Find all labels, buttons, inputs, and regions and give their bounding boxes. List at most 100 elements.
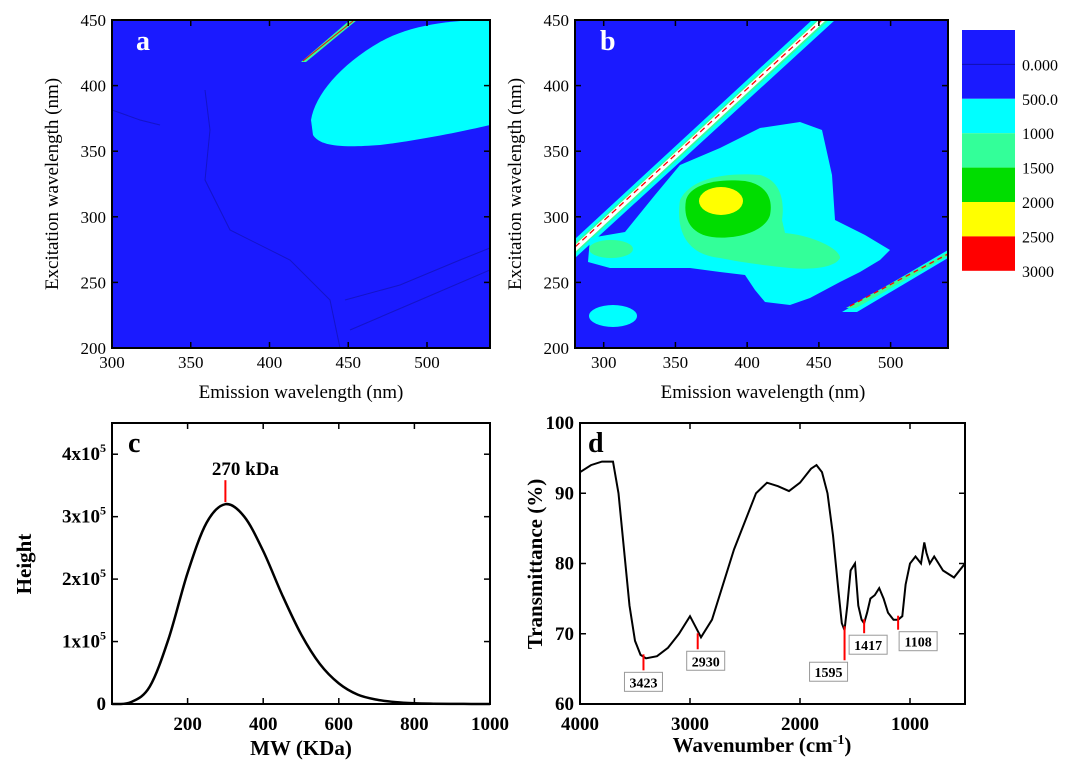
panel-c-mw-curve (111, 502, 491, 706)
y-tick-label: 250 (81, 273, 107, 292)
y-tick-label: 200 (81, 339, 107, 358)
panel-b-lightgreen-small-region (589, 240, 633, 258)
y-tick-exp: 5 (100, 566, 106, 580)
panel-a-xlabel: Emission wavelength (nm) (199, 382, 404, 403)
y-tick-label: 70 (555, 624, 574, 645)
panel-b-label: b (600, 26, 616, 57)
y-tick-exp: 5 (100, 441, 106, 455)
legend-label: 0.000 (1022, 57, 1058, 74)
y-tick-label: 250 (544, 273, 570, 292)
legend-swatch (962, 167, 1015, 202)
y-tick-base: 3x10 (62, 507, 100, 528)
x-tick-label: 350 (663, 353, 689, 372)
y-tick-exp: 5 (100, 504, 106, 518)
panel-b-frame (574, 19, 949, 349)
y-tick-label: 0 (97, 694, 107, 715)
panel-a-frame (111, 19, 491, 349)
y-tick-label: 450 (81, 11, 107, 30)
panel-b-scatter-band-white (575, 20, 826, 252)
peak-label: 1417 (854, 639, 882, 654)
panel-c: c 200 400 600 800 100001x1052x1053x1054x105 … (12, 422, 509, 760)
panel-d-xlabel-end: ) (844, 733, 851, 757)
x-tick-label: 450 (336, 353, 362, 372)
peak-label-box (898, 631, 938, 652)
panel-d-xlabel-sup: -1 (833, 733, 845, 748)
legend-label: 2000 (1022, 195, 1054, 212)
y-tick-label: 90 (555, 483, 574, 504)
x-tick-label: 300 (591, 353, 617, 372)
x-tick-label: 1000 (891, 714, 929, 735)
panel-b-ylabel: Excitation wavelength (nm) (505, 78, 526, 290)
legend-swatch (962, 202, 1015, 237)
peak-label-box (686, 650, 726, 671)
peak-label-box (809, 661, 849, 682)
panel-b-yellow-peak (699, 187, 743, 215)
legend-swatch (962, 98, 1015, 134)
panel-d-axes: 4000 3000 2000 1000 60 70 80 90 100 (546, 413, 965, 735)
panel-d-xlabel: Wavenumber (cm-1) (673, 733, 852, 757)
panel-d: d 4000 3000 2000 1000 60 70 80 90 100 3423 2930 15… (523, 413, 966, 757)
legend-label: 500.0 (1022, 92, 1058, 109)
panel-a-ylabel: Excitation wavelength (nm) (42, 78, 63, 290)
peak-label: 2930 (692, 655, 720, 670)
panel-b-scatter-band-green (575, 20, 829, 254)
y-tick-label: 60 (555, 694, 574, 715)
panel-b-second-order-band-red (849, 253, 948, 307)
legend-swatch (962, 30, 1015, 65)
y-tick-base: 0 (97, 694, 107, 715)
y-tick-label: 350 (81, 142, 107, 161)
colorbar-legend: 0.000 500.0 1000 1500 2000 2500 3000 (962, 30, 1058, 281)
panel-b-second-order-band-green (846, 252, 948, 308)
panel-d-xlabel-main: Wavenumber (cm (673, 733, 834, 757)
peak-label-box (848, 634, 888, 655)
panel-a-cyan-region (311, 20, 490, 147)
panel-b-axes: 300 350 400 450 500 200 250 300 350 400 450 (544, 11, 948, 372)
y-tick-base: 1x10 (62, 632, 100, 653)
y-tick-base: 2x10 (62, 569, 100, 590)
x-tick-label: 400 (734, 353, 760, 372)
panel-c-ylabel: Height (12, 534, 36, 595)
x-tick-label: 500 (878, 353, 904, 372)
panel-b-cyan-small-region (589, 305, 637, 327)
panel-c-frame (111, 422, 491, 705)
panel-c-xlabel: MW (KDa) (250, 736, 352, 760)
peak-label-box (623, 671, 663, 692)
legend-label: 1500 (1022, 161, 1054, 178)
panel-a-label: a (136, 26, 150, 57)
y-tick-label: 300 (81, 208, 107, 227)
legend-swatch (962, 64, 1015, 99)
panel-a-scatter-band-core (302, 20, 354, 62)
legend-swatch (962, 133, 1015, 168)
y-tick-label: 100 (546, 413, 575, 434)
x-tick-label: 500 (414, 353, 440, 372)
panel-d-label: d (588, 428, 604, 459)
panel-b-scatter-band-red (575, 20, 823, 248)
y-tick-label: 400 (544, 77, 570, 96)
peak-label: 3423 (629, 676, 657, 691)
panel-a-contour-line (344, 247, 490, 301)
x-tick-label: 350 (178, 353, 204, 372)
panel-d-frame (579, 422, 966, 705)
y-tick-label: 3x105 (62, 504, 106, 528)
y-tick-label: 1x105 (62, 629, 106, 653)
panel-a-contour-line (204, 89, 341, 348)
y-tick-label: 400 (81, 77, 107, 96)
y-tick-label: 2x105 (62, 566, 106, 590)
panel-a: a 300 350 400 450 500 200 250 300 350 400 450 Emis… (42, 11, 491, 403)
peak-label: 1108 (905, 636, 932, 651)
y-tick-label: 80 (555, 554, 574, 575)
peak-label: 1595 (815, 666, 843, 681)
y-tick-label: 4x105 (62, 441, 106, 465)
y-tick-label: 450 (544, 11, 570, 30)
x-tick-label: 3000 (671, 714, 709, 735)
x-tick-label: 2000 (781, 714, 819, 735)
y-tick-label: 350 (544, 142, 570, 161)
panel-c-peak-annotation: 270 kDa (212, 459, 280, 480)
panel-d-ftir-curve (579, 460, 966, 660)
x-tick-label: 400 (249, 714, 278, 735)
panel-a-axes: 300 350 400 450 500 200 250 300 350 400 450 (81, 11, 490, 372)
panel-d-ylabel: Transmittance (%) (523, 479, 547, 650)
panel-d-peak-labels: 3423 2930 1595 1417 1108 (623, 615, 938, 692)
